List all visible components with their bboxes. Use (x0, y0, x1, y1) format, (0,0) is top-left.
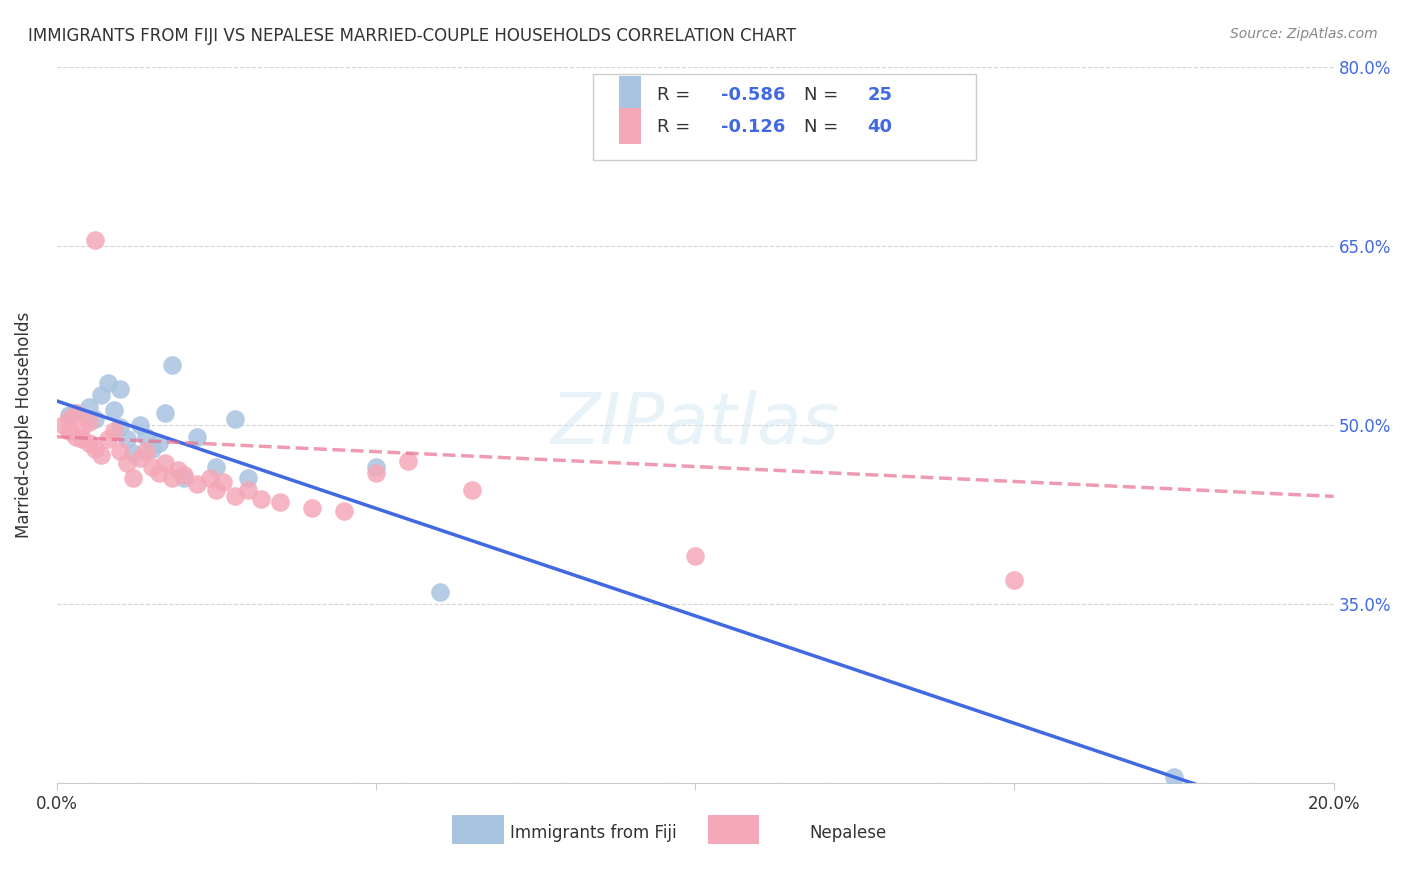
Point (128, 451, 150, 466)
Point (115, 432, 138, 446)
Point (224, 490, 246, 504)
Point (301, 501, 323, 516)
Point (167, 463, 190, 477)
Point (52, 417, 75, 432)
Point (58, 412, 80, 426)
Point (1163, 770, 1185, 784)
FancyBboxPatch shape (593, 74, 976, 160)
Point (211, 475, 233, 489)
FancyBboxPatch shape (453, 815, 503, 844)
Point (90, 448, 112, 462)
Point (683, 549, 706, 563)
Point (153, 406, 176, 420)
Text: Immigrants from Fiji: Immigrants from Fiji (509, 824, 676, 842)
Point (153, 456, 176, 470)
Point (110, 382, 132, 396)
Point (70, 420, 93, 434)
Point (135, 444, 157, 458)
Point (84, 412, 107, 426)
Point (205, 459, 228, 474)
Point (250, 491, 273, 506)
Point (84, 442, 107, 456)
Point (205, 483, 228, 498)
Text: N =: N = (804, 119, 844, 136)
FancyBboxPatch shape (619, 76, 641, 112)
Point (58, 408, 80, 422)
Point (97, 376, 120, 390)
Point (364, 459, 387, 474)
Y-axis label: Married-couple Households: Married-couple Households (15, 311, 32, 538)
Point (103, 424, 125, 438)
Text: IMMIGRANTS FROM FIJI VS NEPALESE MARRIED-COUPLE HOUSEHOLDS CORRELATION CHART: IMMIGRANTS FROM FIJI VS NEPALESE MARRIED… (28, 27, 796, 45)
Point (65, 406, 87, 420)
Point (364, 466, 387, 480)
Point (224, 412, 246, 426)
Point (70, 432, 93, 446)
Point (128, 417, 150, 432)
Point (65, 430, 87, 444)
Point (173, 467, 195, 482)
Point (460, 483, 482, 498)
Point (103, 403, 125, 417)
Point (148, 466, 170, 480)
Point (173, 471, 195, 485)
Point (135, 430, 157, 444)
Point (110, 444, 132, 458)
Point (333, 504, 356, 518)
Point (160, 358, 183, 372)
Point (198, 471, 221, 485)
Point (141, 459, 163, 474)
Point (238, 471, 260, 485)
Text: -0.586: -0.586 (721, 87, 785, 104)
Point (65, 406, 87, 420)
Point (122, 446, 145, 460)
Point (396, 453, 419, 467)
Point (141, 442, 163, 456)
Point (148, 435, 170, 450)
Point (77, 435, 100, 450)
Text: Nepalese: Nepalese (810, 824, 887, 842)
Point (97, 432, 120, 446)
Point (269, 495, 291, 509)
Point (186, 430, 208, 444)
Point (58, 424, 80, 438)
Text: 25: 25 (868, 87, 893, 104)
Point (84, 233, 107, 247)
Point (160, 471, 183, 485)
Point (115, 456, 138, 470)
Point (77, 400, 100, 414)
Text: R =: R = (657, 87, 696, 104)
Text: 40: 40 (868, 119, 893, 136)
Text: N =: N = (804, 87, 844, 104)
Point (429, 585, 451, 599)
Point (238, 483, 260, 498)
FancyBboxPatch shape (707, 815, 759, 844)
Point (1002, 573, 1025, 587)
Point (110, 420, 132, 434)
Text: -0.126: -0.126 (721, 119, 785, 136)
Text: Source: ZipAtlas.com: Source: ZipAtlas.com (1230, 27, 1378, 41)
Point (90, 388, 112, 402)
Point (77, 416, 100, 430)
Text: R =: R = (657, 119, 696, 136)
Text: ZIPatlas: ZIPatlas (551, 391, 839, 459)
FancyBboxPatch shape (619, 108, 641, 144)
Point (122, 471, 145, 485)
Point (186, 477, 208, 491)
